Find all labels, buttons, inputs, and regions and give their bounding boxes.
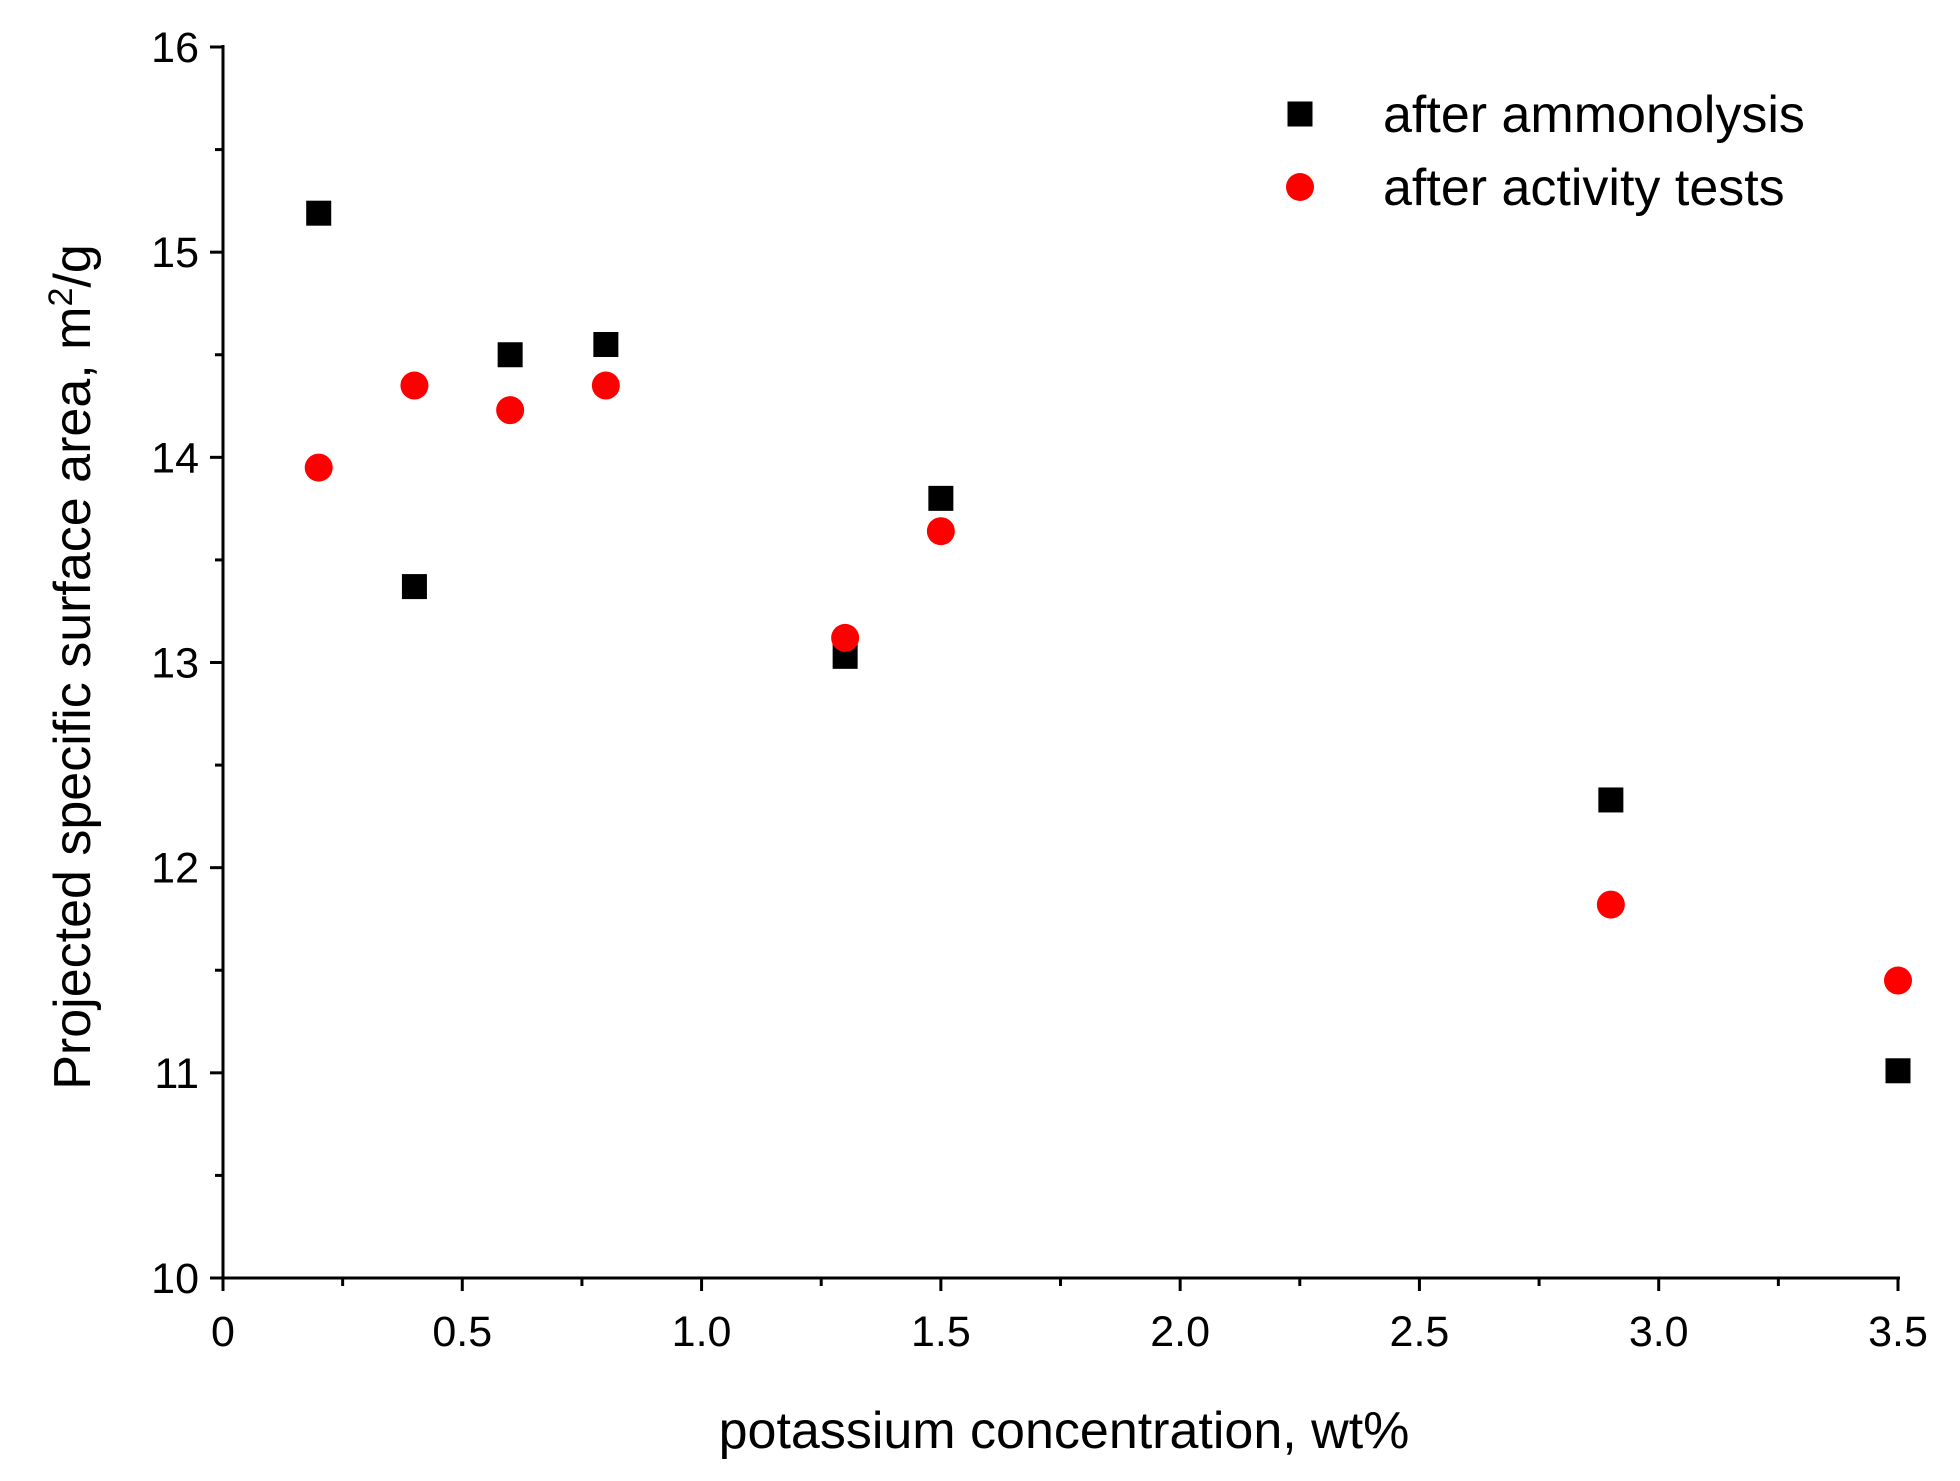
point-after-ammonolysis — [497, 342, 523, 368]
point-after-ammonolysis — [306, 200, 332, 226]
y-tick-label: 14 — [151, 434, 199, 482]
y-axis-title-tail: /g — [44, 244, 102, 287]
point-after-activity-tests — [1884, 966, 1912, 995]
legend-marker-circle — [1286, 173, 1314, 201]
y-tick-label: 16 — [151, 24, 199, 72]
y-tick-label: 11 — [154, 1050, 199, 1098]
point-after-activity-tests — [400, 371, 429, 400]
data-points — [304, 200, 1912, 1084]
point-after-activity-tests — [496, 396, 525, 425]
x-tick-label: 3.5 — [1868, 1308, 1928, 1356]
legend-marker-square — [1287, 101, 1313, 127]
y-axis-title-main: Projected specific surface area, m — [44, 307, 102, 1090]
legend: after ammonolysis after activity tests — [1286, 86, 1805, 217]
point-after-ammonolysis — [593, 331, 619, 357]
y-axis-title-superscript: 2 — [42, 288, 80, 307]
x-axis-title: potassium concentration, wt% — [719, 1402, 1410, 1460]
y-tick-label: 13 — [151, 640, 199, 688]
legend-label: after activity tests — [1383, 159, 1785, 217]
point-after-ammonolysis — [928, 485, 954, 511]
point-after-ammonolysis — [401, 574, 427, 600]
legend-label: after ammonolysis — [1383, 86, 1805, 144]
axes: 0 0.5 1.0 1.5 2.0 2.5 3.0 3.5 10 11 12 13 14 15 16 — [151, 24, 1928, 1356]
point-after-activity-tests — [926, 517, 955, 546]
point-after-ammonolysis — [1885, 1058, 1911, 1084]
x-tick-label: 1.5 — [911, 1308, 971, 1356]
x-tick-label: 2.0 — [1150, 1308, 1210, 1356]
y-tick-label: 15 — [151, 229, 199, 277]
x-tick-label: 1.0 — [672, 1308, 732, 1356]
point-after-activity-tests — [591, 371, 620, 400]
y-tick-label: 10 — [151, 1255, 199, 1303]
x-tick-label: 0.5 — [432, 1308, 492, 1356]
x-tick-label: 0 — [211, 1308, 235, 1356]
point-after-activity-tests — [304, 453, 333, 482]
y-axis-title: Projected specific surface area, m2/g — [42, 244, 102, 1090]
point-after-ammonolysis — [1598, 787, 1624, 813]
x-tick-label: 3.0 — [1629, 1308, 1689, 1356]
point-after-activity-tests — [831, 623, 860, 652]
x-tick-label: 2.5 — [1390, 1308, 1450, 1356]
point-after-activity-tests — [1596, 890, 1625, 919]
y-tick-label: 12 — [151, 845, 199, 893]
